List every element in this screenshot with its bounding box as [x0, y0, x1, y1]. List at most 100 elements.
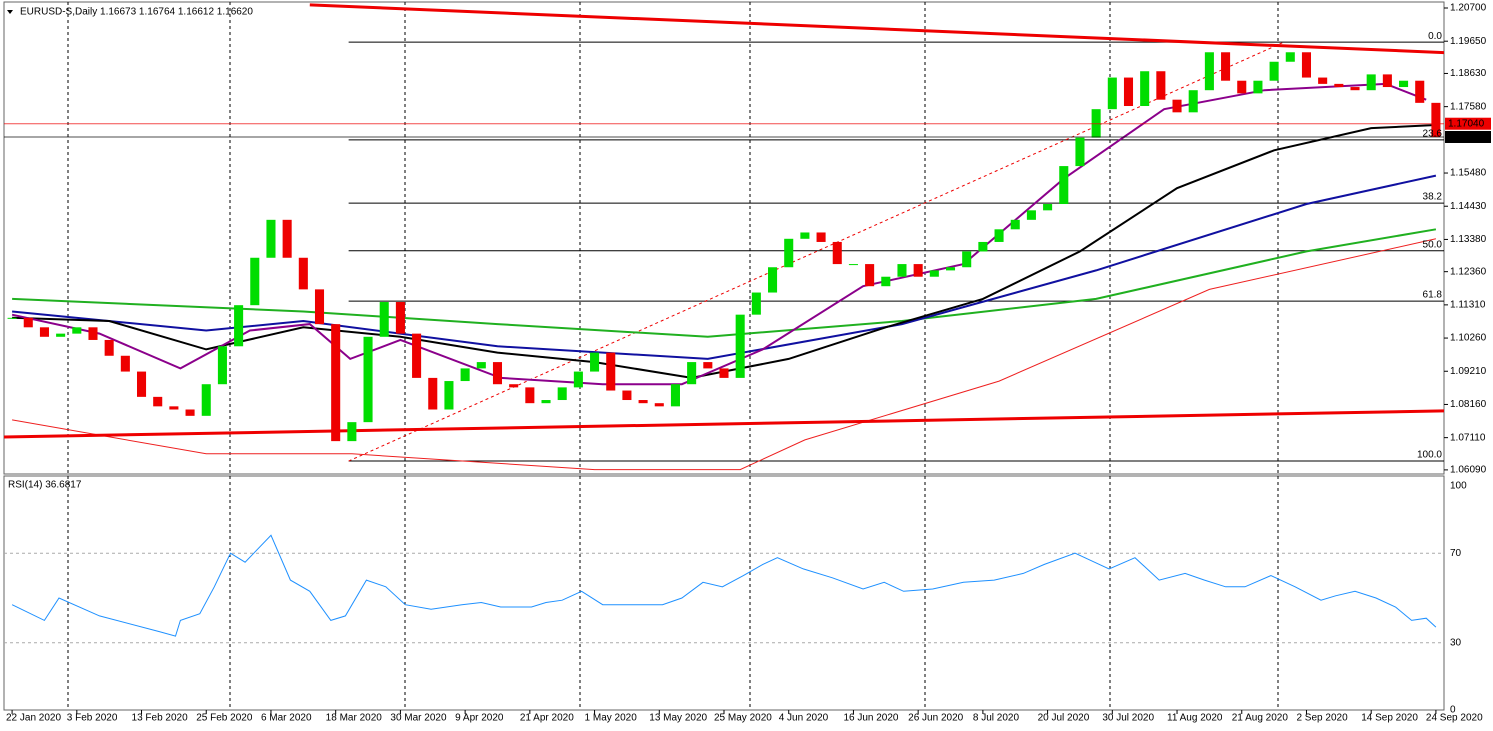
candle [1366, 74, 1376, 91]
x-tick-label: 11 Aug 2020 [1167, 713, 1223, 724]
candle [816, 232, 826, 242]
candle [1140, 71, 1150, 107]
candle [120, 355, 130, 372]
candle [768, 267, 778, 293]
candle [606, 352, 616, 391]
candle [913, 264, 923, 277]
candle [703, 362, 713, 369]
candle [1285, 52, 1295, 62]
price-level-box [1445, 117, 1491, 130]
y-tick-label: 1.13380 [1450, 234, 1487, 245]
candle [104, 339, 114, 356]
candle [978, 241, 988, 252]
candle [881, 276, 891, 287]
y-tick-label: 1.19650 [1450, 36, 1487, 47]
candle [1172, 99, 1182, 113]
candle [234, 305, 244, 347]
candle [525, 387, 535, 404]
candle [136, 371, 147, 397]
candle [719, 368, 729, 378]
candle [509, 384, 519, 388]
x-tick-label: 1 May 2020 [585, 713, 638, 724]
x-tick-label: 24 Sep 2020 [1426, 713, 1483, 724]
y-tick-label: 1.08160 [1450, 399, 1487, 410]
candle [1075, 137, 1085, 167]
x-tick-label: 13 May 2020 [649, 713, 707, 724]
y-tick-label: 1.10260 [1450, 333, 1487, 344]
candle [1059, 166, 1069, 205]
candle [573, 371, 583, 388]
candle [638, 400, 648, 404]
rsi-label: RSI(14) 36.6817 [8, 480, 82, 491]
candle [784, 238, 794, 268]
candle [331, 324, 341, 442]
candle [1382, 74, 1392, 88]
y-tick-label: 1.09210 [1450, 366, 1487, 377]
chart-title: EURUSD-S,Daily 1.16673 1.16764 1.16612 1… [20, 7, 253, 18]
fib-label: 0.0 [1428, 31, 1442, 42]
candle [687, 362, 697, 385]
candle [363, 336, 373, 423]
price-panel [3, 1, 1445, 475]
y-tick-label: 1.12360 [1450, 266, 1487, 277]
candle [590, 352, 600, 372]
candle [250, 257, 260, 306]
price-level-label: 1.17040 [1448, 118, 1485, 129]
candle [962, 251, 972, 268]
candle [1010, 219, 1020, 230]
x-tick-label: 21 Aug 2020 [1232, 713, 1289, 724]
x-tick-label: 21 Apr 2020 [520, 713, 574, 724]
candle [379, 302, 389, 337]
candle [314, 289, 325, 325]
y-tick-label: 1.15480 [1450, 168, 1487, 179]
y-tick-label: 1.11310 [1450, 300, 1486, 311]
x-tick-label: 25 May 2020 [714, 713, 772, 724]
y-tick-label: 1.18630 [1450, 68, 1487, 79]
candle [929, 270, 939, 277]
fib-label: 38.2 [1423, 192, 1443, 203]
candle [185, 409, 195, 416]
x-tick-label: 2 Sep 2020 [1296, 713, 1348, 724]
fib-diagonal [348, 41, 1285, 462]
candle [654, 403, 664, 407]
candle [1237, 80, 1247, 94]
candle [848, 264, 858, 266]
menu-arrow [7, 10, 13, 14]
x-tick-label: 3 Feb 2020 [67, 713, 118, 724]
candle [1188, 90, 1198, 113]
y-tick-label: 1.06090 [1450, 465, 1487, 476]
candle [865, 264, 875, 287]
x-tick-label: 13 Feb 2020 [132, 713, 189, 724]
x-tick-label: 14 Sep 2020 [1361, 713, 1418, 724]
candle [23, 317, 33, 328]
candle [266, 219, 276, 258]
rsi-tick-label: 70 [1450, 548, 1462, 559]
candle [1399, 80, 1409, 88]
candle [832, 241, 842, 265]
candle [217, 346, 227, 385]
candle [1123, 77, 1134, 107]
candle [1156, 71, 1166, 100]
candle [557, 387, 567, 401]
fib-label: 50.0 [1423, 239, 1443, 250]
candle [153, 396, 163, 407]
candle [39, 327, 49, 337]
candle [800, 232, 810, 239]
y-tick-label: 1.17580 [1450, 101, 1487, 112]
candle [1253, 80, 1263, 94]
candle [444, 381, 454, 410]
candle [395, 302, 405, 334]
candle [735, 314, 745, 378]
fib-label: 23.6 [1423, 128, 1443, 139]
x-tick-label: 20 Jul 2020 [1038, 713, 1090, 724]
candle [72, 327, 82, 334]
rsi-tick-label: 30 [1450, 637, 1462, 648]
candle [1221, 52, 1231, 81]
trendline [4, 409, 1444, 439]
candle [7, 317, 17, 319]
candle [1334, 83, 1344, 88]
candle [670, 384, 680, 407]
candle [1350, 87, 1360, 91]
candle [298, 257, 308, 290]
